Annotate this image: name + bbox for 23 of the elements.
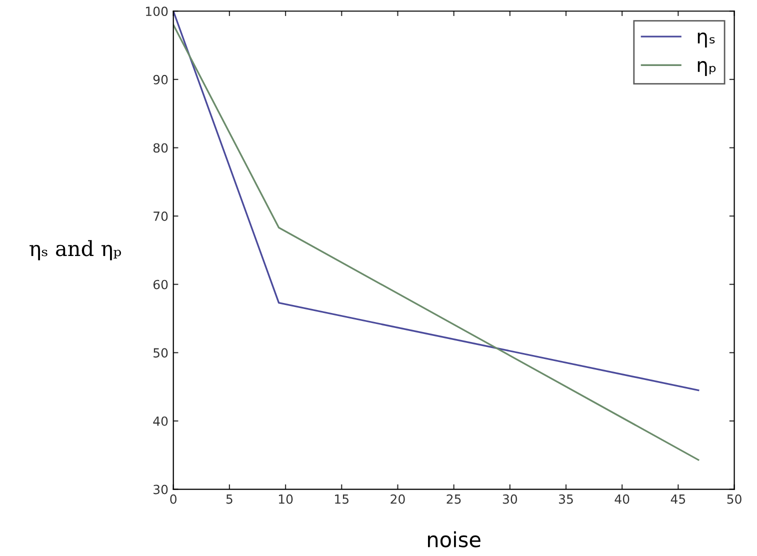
x-tick-label: 50 (727, 494, 742, 504)
x-tick-label: 25 (446, 494, 461, 504)
legend-label: ηₛ (698, 32, 715, 48)
y-tick-label: 60 (153, 280, 168, 290)
y-tick-label: 100 (146, 6, 168, 16)
y-tick-label: 50 (154, 348, 168, 358)
x-axis-title: noise (428, 531, 480, 548)
x-tick-label: 35 (559, 494, 573, 504)
y-tick-label: 40 (153, 416, 168, 426)
legend-label: ηₚ (698, 61, 716, 76)
y-tick-label: 80 (153, 143, 168, 153)
y-tick-label: 70 (154, 212, 168, 221)
x-tick-label: 10 (278, 494, 293, 504)
x-tick-label: 5 (226, 494, 232, 504)
x-tick-label: 30 (502, 494, 518, 504)
y-tick-label: 90 (153, 74, 168, 84)
y-tick-label: 30 (154, 484, 168, 494)
x-tick-label: 0 (170, 494, 176, 504)
y-axis-title: ηₛ and ηₚ (30, 240, 121, 260)
x-tick-label: 20 (390, 494, 405, 504)
x-tick-label: 45 (670, 494, 686, 504)
x-tick-label: 15 (335, 494, 348, 504)
x-tick-label: 40 (614, 494, 630, 504)
